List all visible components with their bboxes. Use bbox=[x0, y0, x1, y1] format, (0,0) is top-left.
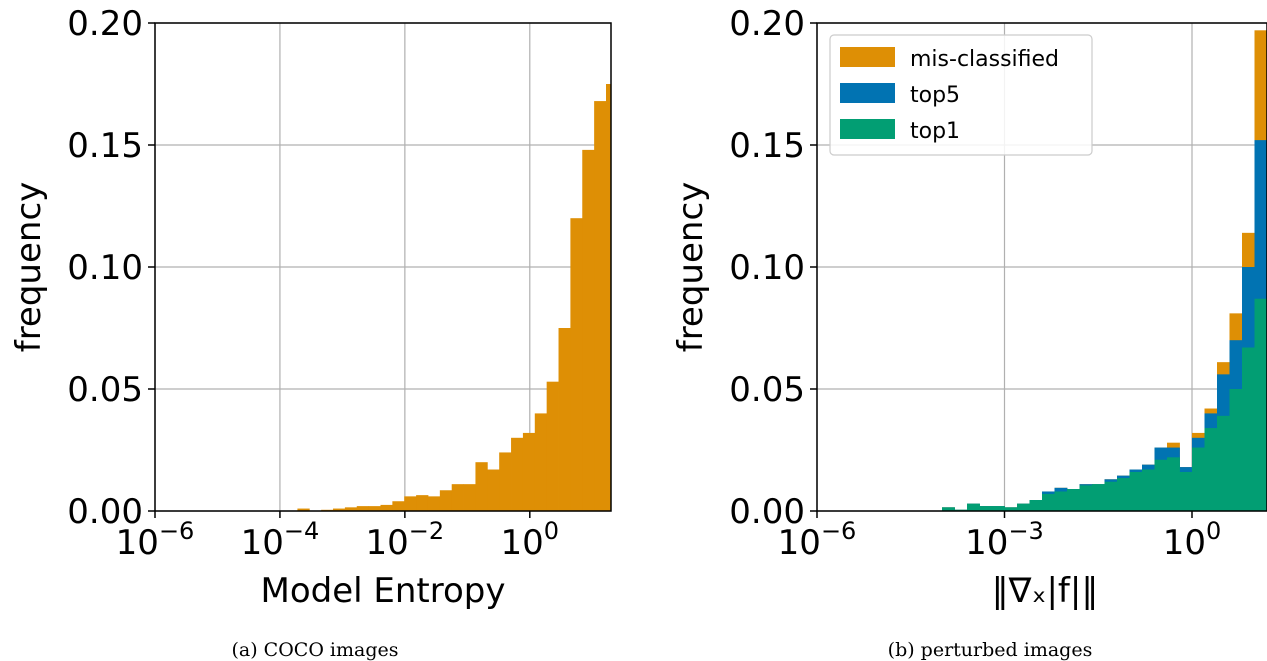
histogram-bar bbox=[1167, 457, 1180, 511]
histogram-bar bbox=[333, 508, 346, 511]
histogram-bar bbox=[1204, 428, 1218, 511]
histogram-bar bbox=[356, 506, 370, 511]
y-tick-label: 0.20 bbox=[67, 4, 143, 44]
legend-swatch bbox=[840, 47, 895, 67]
legend-swatch bbox=[840, 83, 895, 103]
x-tick-label: 10−6 bbox=[116, 517, 195, 563]
x-tick-label: 10−6 bbox=[778, 517, 857, 563]
x-tick-label: 100 bbox=[1163, 517, 1222, 563]
histogram-bar bbox=[1192, 447, 1205, 511]
histogram-bar bbox=[1254, 298, 1267, 511]
y-tick-label: 0.05 bbox=[67, 370, 143, 410]
histogram-bar bbox=[392, 501, 405, 511]
histogram-bar bbox=[1092, 484, 1105, 511]
histogram-bar bbox=[475, 462, 488, 511]
histogram-bar bbox=[558, 328, 571, 511]
legend-label: top5 bbox=[910, 83, 960, 108]
x-tick-label: 10−2 bbox=[366, 517, 445, 563]
histogram-bar bbox=[1217, 415, 1230, 511]
bars-a bbox=[297, 84, 612, 511]
y-tick-label: 0.00 bbox=[67, 492, 143, 532]
histogram-bar bbox=[1079, 485, 1093, 511]
histogram-bar bbox=[1004, 507, 1018, 511]
histogram-bar bbox=[511, 437, 524, 511]
histogram-bar bbox=[1017, 503, 1030, 511]
x-tick-label: 100 bbox=[501, 517, 560, 563]
histogram-bar bbox=[606, 84, 612, 511]
histogram-bar bbox=[1154, 459, 1168, 511]
histogram-bar bbox=[1142, 469, 1155, 511]
histogram-bar bbox=[546, 381, 559, 511]
legend-b: mis-classified top5 top1 bbox=[829, 34, 1093, 156]
histogram-bar bbox=[942, 507, 955, 511]
histogram-bar bbox=[380, 504, 393, 511]
histogram-bar bbox=[439, 490, 453, 511]
caption-a: (a) COCO images bbox=[231, 639, 398, 661]
y-tick-label: 0.10 bbox=[729, 248, 805, 288]
histogram-bar bbox=[522, 432, 536, 511]
histogram-bar bbox=[1104, 481, 1118, 511]
histogram-bar bbox=[487, 469, 500, 511]
histogram-bar bbox=[1067, 489, 1080, 511]
y-tick-label: 0.10 bbox=[67, 248, 143, 288]
y-axis-label-b: frequency bbox=[671, 182, 711, 353]
histogram-bar bbox=[1129, 471, 1143, 511]
histogram-bar bbox=[534, 413, 548, 511]
histogram-bar bbox=[368, 506, 381, 511]
y-tick-label: 0.05 bbox=[729, 370, 805, 410]
bars-b bbox=[942, 30, 1267, 511]
legend-swatch bbox=[840, 119, 895, 139]
y-tick-label: 0.20 bbox=[729, 4, 805, 44]
chart-coco-entropy: 0.00 0.05 0.10 0.15 0.20 10−6 10−4 10−2 100 Mode… bbox=[9, 4, 612, 661]
ticks-a: 0.00 0.05 0.10 0.15 0.20 10−6 10−4 10−2 100 bbox=[67, 4, 559, 563]
histogram-bar bbox=[1042, 493, 1055, 511]
histogram-bar bbox=[570, 218, 583, 511]
histogram-bar bbox=[582, 149, 595, 511]
histogram-bar bbox=[1179, 471, 1193, 511]
histogram-bar bbox=[499, 452, 512, 511]
y-tick-label: 0.00 bbox=[729, 492, 805, 532]
histogram-bar bbox=[463, 484, 476, 511]
histogram-bar bbox=[967, 503, 980, 511]
histogram-bar bbox=[427, 496, 441, 511]
histogram-bar bbox=[979, 506, 993, 511]
y-tick-label: 0.15 bbox=[67, 126, 143, 166]
histogram-bar bbox=[451, 484, 464, 511]
legend-label: mis-classified bbox=[910, 47, 1059, 72]
histogram-bar bbox=[416, 495, 429, 511]
histogram-bar bbox=[1054, 491, 1068, 511]
x-tick-label: 10−4 bbox=[241, 517, 320, 563]
legend-box bbox=[829, 34, 1093, 156]
histogram-bar bbox=[1242, 347, 1255, 511]
x-tick-label: 10−3 bbox=[965, 517, 1044, 563]
histogram-bar bbox=[297, 508, 310, 511]
y-axis-label-a: frequency bbox=[9, 182, 49, 353]
ticks-b: 0.00 0.05 0.10 0.15 0.20 10−6 10−3 100 bbox=[729, 4, 1221, 563]
legend-label: top1 bbox=[910, 119, 960, 144]
histogram-bar bbox=[594, 101, 607, 511]
x-axis-label-a: Model Entropy bbox=[261, 571, 506, 611]
x-axis-label-b: ‖∇ₓ|f|‖ bbox=[992, 571, 1099, 611]
caption-b: (b) perturbed images bbox=[888, 639, 1093, 661]
y-tick-label: 0.15 bbox=[729, 126, 805, 166]
histogram-bar bbox=[344, 507, 358, 511]
histogram-bar bbox=[1117, 478, 1130, 511]
histogram-bar bbox=[1229, 389, 1243, 511]
histogram-bar bbox=[1029, 500, 1043, 511]
histogram-bar bbox=[992, 506, 1005, 511]
histogram-bar bbox=[404, 496, 417, 511]
